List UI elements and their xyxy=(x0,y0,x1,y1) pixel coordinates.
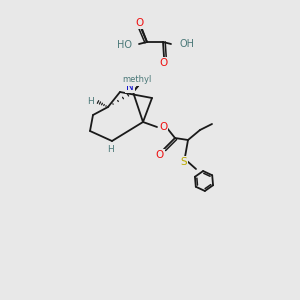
Text: N: N xyxy=(126,82,134,92)
Text: methyl: methyl xyxy=(122,76,152,85)
Text: O: O xyxy=(156,150,164,160)
Text: H: H xyxy=(88,97,94,106)
Text: O: O xyxy=(159,122,167,132)
Text: O: O xyxy=(136,18,144,28)
Text: OH: OH xyxy=(180,39,195,49)
Text: S: S xyxy=(181,157,187,167)
Text: H: H xyxy=(106,146,113,154)
Text: O: O xyxy=(160,58,168,68)
Text: HO: HO xyxy=(117,40,132,50)
